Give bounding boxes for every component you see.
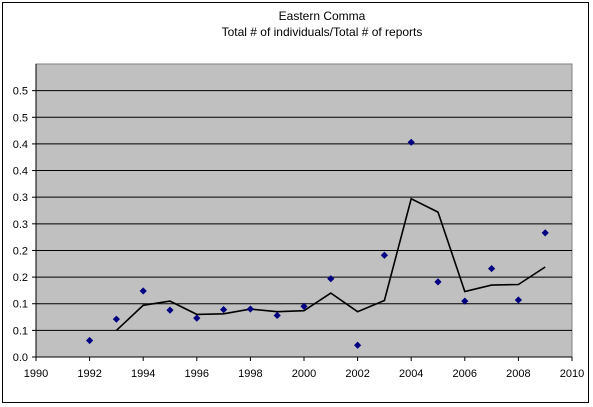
data-point	[139, 287, 147, 295]
data-point	[327, 275, 335, 283]
x-tick-label: 2004	[399, 368, 423, 380]
plot-area	[35, 63, 573, 358]
y-tick-label: 0.3	[13, 192, 28, 204]
x-tick-label: 1996	[185, 368, 209, 380]
y-tick-label: 0.3	[13, 219, 28, 231]
data-point	[273, 311, 281, 320]
data-point	[354, 341, 362, 349]
x-tick-label: 1994	[131, 368, 155, 380]
y-tick-label: 0.1	[13, 325, 28, 337]
data-point	[407, 138, 415, 146]
data-point	[488, 264, 496, 273]
data-point	[166, 306, 174, 314]
data-point	[434, 278, 442, 286]
y-tick-label: 0.4	[13, 139, 28, 151]
x-tick-label: 2000	[292, 368, 316, 380]
data-point	[380, 251, 388, 259]
data-point-series	[86, 138, 549, 349]
data-point	[193, 314, 201, 322]
data-point	[246, 305, 254, 313]
data-point	[300, 302, 308, 310]
y-tick-label: 0.4	[13, 166, 28, 178]
y-tick-label: 0.5	[13, 112, 28, 124]
data-point	[86, 336, 94, 345]
x-tick-label: 1992	[77, 368, 101, 380]
trend-line	[115, 197, 546, 331]
data-point	[514, 296, 522, 304]
x-tick-label: 2002	[345, 368, 369, 380]
x-tick-label: 1990	[24, 368, 48, 380]
x-tick-label: 1998	[238, 368, 262, 380]
chart-title: Eastern Comma	[279, 9, 366, 23]
y-tick-label: 0.2	[13, 245, 28, 257]
y-axis-ticks: 0.0 0.1 0.1 0.2 0.2 0.3 0.3 0.4 0.4 0.5 0.5	[13, 86, 36, 364]
y-tick-label: 0.1	[13, 299, 28, 311]
y-tick-label: 0.2	[13, 272, 28, 284]
gridlines	[36, 90, 572, 331]
y-tick-label: 0.5	[13, 86, 28, 98]
x-tick-label: 2008	[506, 368, 530, 380]
x-axis-ticks: 1990 1992 1994 1996 1998 2000 2002 2004 2006 2008…	[24, 357, 584, 380]
x-tick-label: 2006	[453, 368, 477, 380]
x-tick-label: 2010	[560, 368, 584, 380]
data-point	[220, 305, 228, 314]
data-point	[112, 315, 120, 323]
moving-average-series	[115, 197, 546, 331]
y-tick-label: 0.0	[13, 352, 28, 364]
data-point	[461, 297, 469, 305]
chart-subtitle: Total # of individuals/Total # of report…	[222, 25, 423, 39]
data-point	[541, 229, 549, 237]
